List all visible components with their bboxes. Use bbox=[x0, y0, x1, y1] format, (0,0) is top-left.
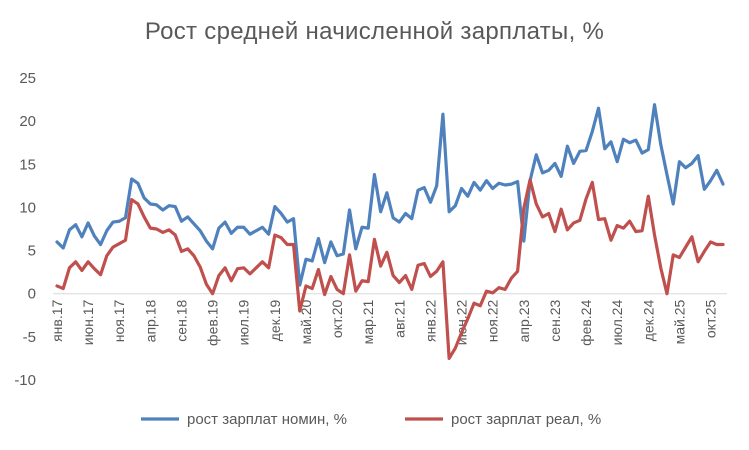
x-tick-label: июн.22 bbox=[454, 300, 470, 346]
x-tick-label: ноя.22 bbox=[485, 300, 501, 343]
series-line-real bbox=[55, 178, 725, 361]
legend: рост зарплат номин, % рост зарплат реал, … bbox=[141, 411, 601, 428]
series-line-nominal bbox=[55, 103, 725, 287]
x-tick-label: май.25 bbox=[671, 300, 687, 345]
chart-title: Рост средней начисленной зарплаты, % bbox=[144, 18, 605, 45]
x-tick-label: апр.23 bbox=[516, 300, 532, 343]
x-tick-label: окт.20 bbox=[329, 300, 345, 339]
x-tick-label: апр.18 bbox=[142, 300, 158, 343]
y-tick-label: 10 bbox=[19, 199, 36, 216]
x-tick-label: май.20 bbox=[298, 300, 314, 345]
x-tick-label: дек.24 bbox=[640, 300, 656, 342]
x-tick-label: июн.17 bbox=[80, 300, 96, 346]
y-axis: -10 -5 0 5 10 15 20 25 bbox=[14, 70, 36, 389]
y-tick-label: 25 bbox=[19, 70, 36, 87]
x-tick-label: сен.18 bbox=[173, 300, 189, 342]
y-tick-label: -10 bbox=[14, 372, 36, 389]
y-tick-label: 15 bbox=[19, 156, 36, 173]
y-tick-label: -5 bbox=[23, 329, 36, 346]
x-tick-label: дек.19 bbox=[267, 300, 283, 342]
x-tick-label: фев.19 bbox=[205, 300, 221, 346]
y-tick-label: 0 bbox=[28, 286, 36, 303]
x-tick-label: янв.17 bbox=[49, 300, 65, 342]
x-tick-label: фев.24 bbox=[578, 300, 594, 346]
x-tick-label: окт.25 bbox=[703, 300, 719, 339]
x-tick-label: июл.19 bbox=[236, 300, 252, 346]
x-tick-label: авг.21 bbox=[391, 300, 407, 338]
x-tick-label: ноя.17 bbox=[111, 300, 127, 343]
x-tick-labels: янв.17 июн.17 ноя.17 апр.18 сен.18 фев.19 июл.… bbox=[49, 300, 719, 346]
y-tick-label: 20 bbox=[19, 113, 36, 130]
x-tick-label: янв.22 bbox=[422, 300, 438, 342]
series-lines bbox=[55, 103, 725, 361]
x-tick-label: мар.21 bbox=[360, 300, 376, 345]
x-tick-label: июл.24 bbox=[609, 300, 625, 346]
legend-entry: рост зарплат реал, % bbox=[451, 411, 601, 428]
y-tick-label: 5 bbox=[28, 243, 36, 260]
legend-entry: рост зарплат номин, % bbox=[187, 411, 347, 428]
x-tick-label: сен.23 bbox=[547, 300, 563, 342]
